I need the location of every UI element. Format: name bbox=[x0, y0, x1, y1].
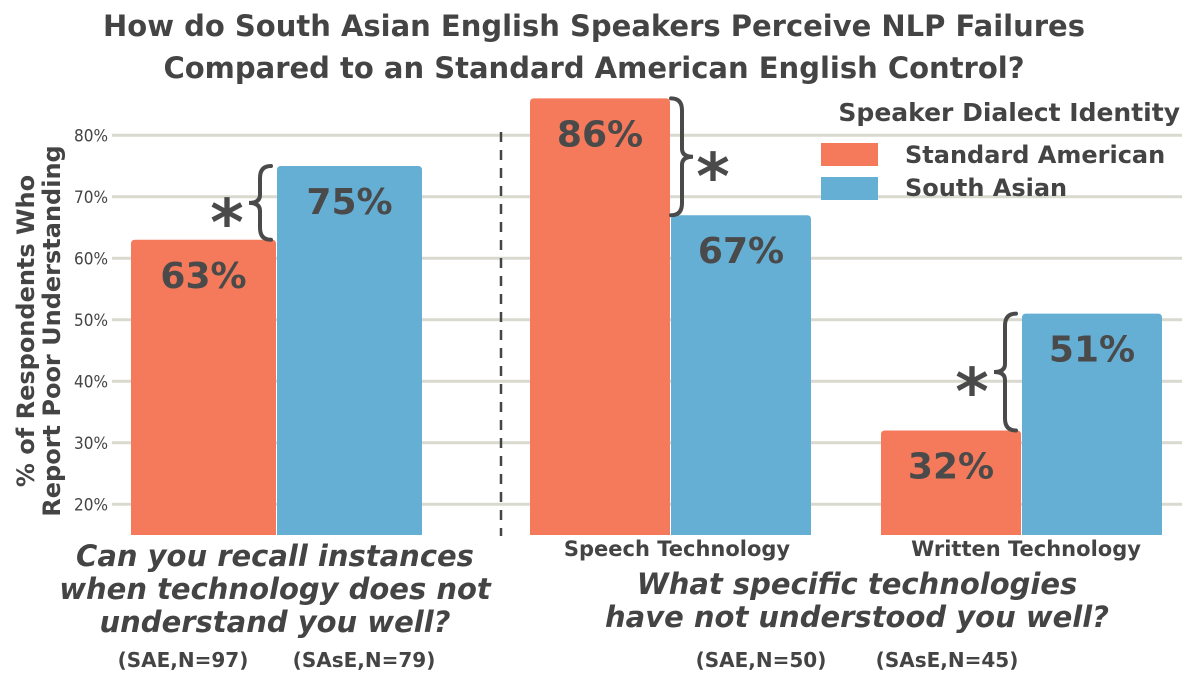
bar-recall-south-asian bbox=[277, 166, 422, 535]
question-2-line-1: What specific technologies bbox=[637, 567, 1078, 601]
value-label-recall-standard-american: 63% bbox=[160, 256, 246, 297]
y-tick-label-20: 20% bbox=[74, 495, 108, 515]
sample-size-1-sase: (SAsE,N=79) bbox=[293, 648, 436, 672]
legend-label-south-asian: South Asian bbox=[905, 174, 1067, 202]
significance-bracket-written bbox=[993, 311, 1018, 433]
y-tick-label-60: 60% bbox=[74, 249, 108, 269]
significance-star-recall: * bbox=[210, 187, 243, 261]
question-2-line-2: have not understood you well? bbox=[605, 600, 1109, 634]
value-label-recall-south-asian: 75% bbox=[306, 182, 392, 223]
significance-star-speech: * bbox=[696, 141, 729, 215]
significance-bracket-recall bbox=[248, 164, 273, 242]
y-tick-label-40: 40% bbox=[74, 372, 108, 392]
legend-swatch-south-asian bbox=[821, 177, 878, 200]
sample-size-2-sase: (SAsE,N=45) bbox=[876, 648, 1019, 672]
y-tick-label-50: 50% bbox=[74, 311, 108, 331]
legend-title: Speaker Dialect Identity bbox=[838, 98, 1180, 127]
value-label-written-south-asian: 51% bbox=[1049, 330, 1135, 371]
category-label-speech: Speech Technology bbox=[564, 537, 791, 561]
significance-star-written: * bbox=[955, 356, 988, 430]
y-tick-label-80: 80% bbox=[74, 126, 108, 146]
bar-written-south-asian bbox=[1022, 313, 1162, 535]
value-label-speech-standard-american: 86% bbox=[557, 114, 643, 155]
y-tick-label-30: 30% bbox=[74, 434, 108, 454]
question-1-line-1: Can you recall instances bbox=[76, 539, 474, 573]
legend-label-standard-american: Standard American bbox=[905, 141, 1165, 169]
value-label-written-standard-american: 32% bbox=[908, 446, 994, 487]
sample-size-1-sae: (SAE,N=97) bbox=[118, 648, 249, 672]
significance-bracket-speech bbox=[669, 96, 694, 218]
y-tick-label-70: 70% bbox=[74, 188, 108, 208]
annotations: 63% 75% * 86% 67% * 32% 51% * bbox=[160, 96, 1135, 487]
y-axis-ticks: 20% 30% 40% 50% 60% 70% 80% bbox=[74, 126, 108, 515]
bar-written-standard-american bbox=[881, 430, 1021, 535]
bar-recall-standard-american bbox=[131, 239, 276, 536]
bar-speech-south-asian bbox=[671, 215, 811, 535]
chart-title-line-2: Compared to an Standard American English… bbox=[163, 51, 1024, 85]
value-label-speech-south-asian: 67% bbox=[698, 231, 784, 272]
chart-title-line-1: How do South Asian English Speakers Perc… bbox=[103, 9, 1085, 43]
bars bbox=[131, 98, 1162, 536]
legend-swatch-standard-american bbox=[821, 143, 878, 166]
category-label-written: Written Technology bbox=[911, 537, 1141, 561]
bar-speech-standard-american bbox=[530, 98, 670, 535]
y-axis-label-line-1: % of Respondents Who bbox=[12, 175, 40, 487]
y-axis-label-line-2: Report Poor Understanding bbox=[38, 145, 66, 516]
question-1-line-2: when technology does not bbox=[59, 572, 492, 606]
legend: Speaker Dialect Identity Standard Americ… bbox=[821, 98, 1180, 202]
question-1-line-3: understand you well? bbox=[100, 605, 451, 639]
sample-size-2-sae: (SAE,N=50) bbox=[696, 648, 827, 672]
